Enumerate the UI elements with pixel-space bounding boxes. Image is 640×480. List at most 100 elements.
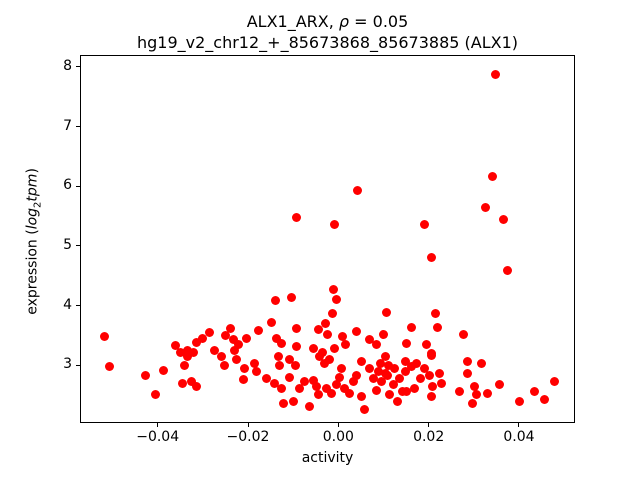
- scatter-point: [385, 390, 395, 400]
- scatter-point: [345, 388, 355, 398]
- scatter-point: [400, 357, 410, 367]
- scatter-point: [291, 360, 301, 370]
- scatter-point: [402, 386, 412, 396]
- scatter-point: [291, 342, 301, 352]
- scatter-point: [377, 377, 387, 387]
- scatter-point: [197, 333, 207, 343]
- scatter-point: [262, 373, 272, 383]
- x-tick-label: 0.02: [413, 429, 445, 445]
- chart-title-line2: hg19_v2_chr12_+_85673868_85673885 (ALX1): [136, 33, 519, 52]
- x-tick-label: −0.04: [136, 429, 180, 445]
- scatter-point: [204, 327, 214, 337]
- scatter-point: [425, 370, 435, 380]
- scatter-point: [394, 373, 404, 383]
- scatter-point: [539, 395, 549, 405]
- scatter-point: [529, 386, 539, 396]
- scatter-point: [360, 405, 370, 415]
- y-tick-mark: [76, 66, 80, 68]
- scatter-point: [285, 372, 295, 382]
- scatter-point: [140, 370, 150, 380]
- x-tick-mark: [518, 423, 520, 427]
- scatter-point: [463, 368, 473, 378]
- scatter-point: [332, 380, 342, 390]
- scatter-point: [252, 367, 262, 377]
- scatter-point: [228, 334, 238, 344]
- scatter-point: [356, 392, 366, 402]
- scatter-point: [407, 362, 416, 372]
- ylabel-log: log: [24, 207, 41, 230]
- x-tick-label: −0.02: [226, 429, 270, 445]
- scatter-point: [487, 171, 497, 181]
- scatter-point: [514, 397, 524, 407]
- scatter-point: [240, 363, 250, 373]
- scatter-point: [229, 345, 239, 355]
- scatter-point: [420, 364, 430, 374]
- scatter-point: [311, 382, 321, 392]
- scatter-point: [407, 323, 416, 333]
- scatter-point: [192, 381, 202, 391]
- scatter-point: [313, 325, 323, 335]
- y-tick-label: 4: [63, 296, 72, 313]
- scatter-point: [356, 357, 366, 367]
- scatter-point: [270, 295, 280, 305]
- scatter-point: [368, 373, 378, 383]
- scatter-point: [454, 386, 464, 396]
- y-tick-mark: [76, 364, 80, 366]
- scatter-point: [353, 186, 363, 196]
- scatter-point: [471, 390, 481, 400]
- x-tick-mark: [337, 423, 339, 427]
- scatter-point: [308, 375, 318, 385]
- scatter-point: [375, 358, 385, 368]
- scatter-point: [294, 383, 304, 393]
- title-rho-symbol: ρ: [338, 12, 350, 31]
- scatter-point: [550, 376, 560, 386]
- scatter-point: [428, 382, 438, 392]
- scatter-point: [491, 70, 500, 80]
- scatter-point: [421, 339, 431, 349]
- scatter-point: [503, 266, 513, 276]
- scatter-point: [188, 347, 198, 357]
- ylabel-subscript: 2: [32, 201, 44, 208]
- scatter-point: [238, 374, 248, 384]
- scatter-point: [389, 380, 399, 390]
- y-tick-mark: [76, 126, 80, 128]
- scatter-point: [182, 345, 192, 355]
- scatter-point: [381, 307, 391, 317]
- chart-title-line1: ALX1_ARX, ρ = 0.05: [80, 11, 575, 32]
- scatter-point: [231, 354, 241, 364]
- scatter-point: [341, 340, 351, 350]
- scatter-point: [426, 392, 436, 402]
- scatter-point: [393, 397, 403, 407]
- scatter-point: [254, 326, 264, 336]
- scatter-point: [427, 252, 437, 262]
- x-tick-label: 0.04: [503, 429, 535, 445]
- ylabel-suffix: ): [24, 168, 41, 174]
- scatter-point: [288, 397, 298, 407]
- scatter-point: [337, 364, 346, 374]
- scatter-point: [150, 390, 160, 400]
- scatter-point: [483, 388, 493, 398]
- scatter-point: [430, 308, 440, 318]
- scatter-point: [401, 338, 411, 348]
- y-tick-label: 3: [63, 356, 72, 373]
- y-tick-label: 7: [63, 117, 72, 134]
- scatter-point: [382, 370, 392, 380]
- scatter-point: [328, 308, 338, 318]
- scatter-point: [178, 379, 188, 389]
- y-tick-mark: [76, 305, 80, 306]
- plot-area: [80, 55, 575, 423]
- scatter-point: [286, 293, 296, 303]
- scatter-point: [327, 388, 337, 398]
- y-tick-mark: [76, 185, 80, 187]
- scatter-point: [459, 330, 469, 340]
- y-tick-label: 5: [63, 236, 72, 253]
- scatter-point: [180, 360, 190, 370]
- scatter-point: [233, 339, 243, 349]
- scatter-point: [470, 382, 480, 392]
- scatter-point: [378, 330, 388, 340]
- scatter-point: [171, 340, 181, 350]
- scatter-point: [476, 358, 486, 368]
- scatter-point: [390, 364, 400, 374]
- scatter-point: [495, 380, 505, 390]
